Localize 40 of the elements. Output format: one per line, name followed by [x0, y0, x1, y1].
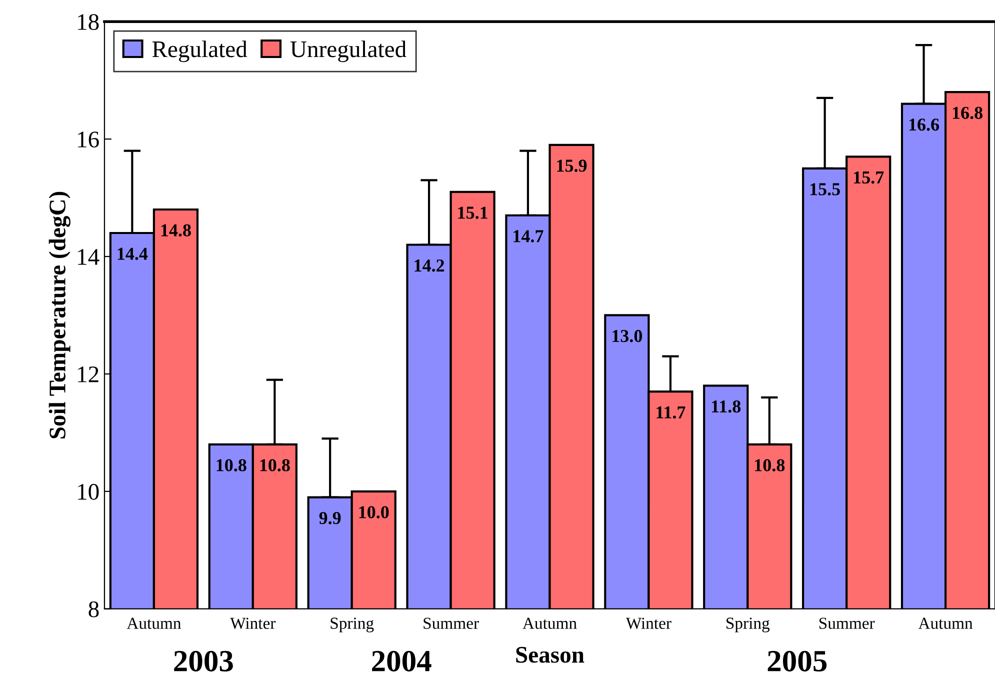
x-tick-label: Winter: [626, 618, 672, 629]
text: 2004: [372, 650, 432, 672]
x-axis-title: Season: [516, 646, 584, 663]
data-label: 15.5: [810, 183, 840, 196]
data-label: 14.8: [161, 224, 191, 236]
y-tick-label: 8: [88, 601, 99, 618]
y-tick-label: 10: [78, 484, 99, 500]
legend-label: Regulated: [152, 40, 248, 62]
data-label: 10.0: [359, 506, 389, 518]
data-label: 16.6: [909, 118, 940, 131]
x-tick-label: Summer: [424, 618, 479, 629]
x-tick-label: Autumn: [126, 618, 182, 629]
data-label: 13.0: [612, 330, 642, 342]
data-label: 10.8: [260, 459, 290, 472]
data-label: 15.1: [458, 206, 488, 219]
legend-label: Unregulated: [290, 40, 406, 62]
data-label: 11.7: [656, 406, 686, 419]
data-label: 15.9: [557, 160, 587, 172]
y-tick-label: 16: [78, 132, 99, 148]
text: 2005: [768, 650, 827, 672]
y-tick-label: 12: [78, 366, 98, 382]
x-tick-label: Spring: [726, 618, 770, 632]
x-tick-label: Autumn: [522, 618, 577, 629]
x-tick-label: Autumn: [918, 618, 973, 629]
data-label: 16.8: [952, 106, 982, 120]
x-tick-label: Winter: [230, 618, 276, 629]
data-label: 14.2: [414, 260, 444, 272]
data-label: 10.8: [216, 459, 246, 472]
data-label: 11.8: [712, 400, 741, 413]
y-axis-title: Soil Temperature (degC): [48, 192, 70, 438]
text: 2003: [174, 650, 233, 672]
data-label: 10.8: [755, 459, 785, 472]
data-label: 14.4: [118, 248, 148, 260]
data-label: 14.7: [514, 230, 544, 242]
data-label: 15.7: [854, 171, 884, 184]
data-label: 9.9: [319, 512, 341, 524]
y-tick-label: 14: [78, 249, 100, 265]
x-tick-label: Summer: [819, 618, 875, 629]
x-tick-label: Spring: [330, 618, 374, 632]
y-tick-label: 18: [78, 14, 99, 30]
